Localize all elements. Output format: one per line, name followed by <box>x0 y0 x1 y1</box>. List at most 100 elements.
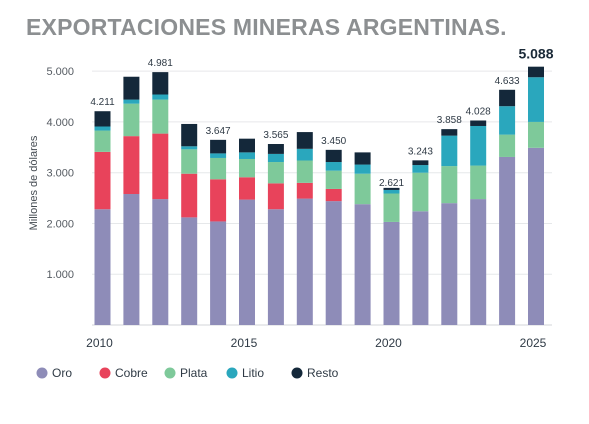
bar-segment-litio <box>210 153 227 158</box>
total-label: 5.088 <box>518 46 553 62</box>
bar-segment-cobre <box>210 179 227 222</box>
bar-segment-cobre <box>94 151 111 210</box>
bar-segment-oro <box>470 199 487 325</box>
bar-segment-plata <box>412 172 429 212</box>
legend-swatch-plata <box>164 367 176 379</box>
bar-segment-cobre <box>181 173 198 218</box>
legend-label-resto: Resto <box>307 366 339 380</box>
bar-segment-oro <box>354 204 371 325</box>
bar-segment-plata <box>470 165 487 200</box>
bar-segment-cobre <box>239 177 255 200</box>
bar-segment-resto <box>383 187 400 190</box>
bar-segment-litio <box>296 148 313 161</box>
bar-segment-resto <box>181 123 198 147</box>
bar-segment-oro <box>210 221 227 325</box>
bar-segment-cobre <box>267 183 284 210</box>
chart-title: EXPORTACIONES MINERAS ARGENTINAS. <box>26 14 507 40</box>
bar-segment-litio <box>94 126 111 131</box>
y-axis-label: Millones de dólares <box>28 135 40 230</box>
total-label: 4.981 <box>148 58 173 69</box>
legend-label-plata: Plata <box>180 366 208 380</box>
legend: Oro Cobre Plata Litio Resto <box>36 366 339 380</box>
x-tick-label: 2020 <box>375 336 402 350</box>
bar-segment-plata <box>325 170 342 189</box>
bar-segment-litio <box>383 189 400 194</box>
bar-segment-resto <box>470 120 487 126</box>
y-tick-label: 2.000 <box>46 218 74 230</box>
legend-swatch-resto <box>291 367 303 379</box>
bar-segment-plata <box>528 121 544 148</box>
bar-segment-plata <box>123 103 140 137</box>
bar-segment-resto <box>499 89 516 107</box>
bar-segment-resto <box>528 66 544 78</box>
bar-segment-plata <box>181 149 198 174</box>
legend-swatch-litio <box>226 367 238 379</box>
bar-segment-cobre <box>152 133 169 200</box>
x-tick-label: 2010 <box>86 336 113 350</box>
bar-segment-oro <box>412 211 429 325</box>
bar-segment-plata <box>296 160 313 183</box>
bar-segment-plata <box>441 166 458 204</box>
bar-segment-litio <box>152 94 169 100</box>
total-label: 4.633 <box>495 76 520 87</box>
y-tick-label: 4.000 <box>46 117 74 129</box>
bar-segment-oro <box>239 199 255 325</box>
total-label: 3.450 <box>321 136 346 147</box>
bars <box>94 66 544 325</box>
legend-label-oro: Oro <box>52 366 72 380</box>
bar-segment-oro <box>94 209 111 325</box>
legend-swatch-oro <box>36 367 48 379</box>
bar-segment-oro <box>383 221 400 325</box>
bar-segment-resto <box>152 72 169 95</box>
bar-segment-resto <box>441 129 458 136</box>
bar-segment-oro <box>267 209 284 325</box>
bar-segment-cobre <box>296 182 313 199</box>
bar-segment-resto <box>239 138 255 153</box>
total-label: 4.211 <box>90 97 115 108</box>
bar-segment-resto <box>296 132 313 149</box>
bar-segment-litio <box>325 162 342 171</box>
total-label: 3.243 <box>408 146 433 157</box>
bar-segment-litio <box>267 153 284 163</box>
total-label: 4.028 <box>466 107 491 118</box>
bar-segment-cobre <box>123 136 140 195</box>
bar-segment-litio <box>123 99 140 104</box>
bar-segment-plata <box>152 99 169 134</box>
total-labels: 4.211 4.981 3.647 3.565 3.450 2.621 3.243 3.858… <box>90 46 553 189</box>
y-tick-label: 5.000 <box>46 66 74 78</box>
bar-segment-oro <box>181 217 198 325</box>
x-tick-label: 2015 <box>231 336 258 350</box>
bar-segment-resto <box>412 160 429 166</box>
total-label: 2.621 <box>379 178 404 189</box>
bar-segment-litio <box>181 146 198 150</box>
bar-segment-oro <box>528 147 544 325</box>
bar-segment-plata <box>383 193 400 222</box>
bar-segment-litio <box>412 165 429 173</box>
bar-segment-resto <box>123 76 140 100</box>
bar-segment-litio <box>470 125 487 166</box>
bar-segment-litio <box>354 164 371 174</box>
x-tick-label: 2025 <box>520 336 547 350</box>
bar-segment-litio <box>528 77 544 122</box>
bar-segment-plata <box>499 134 516 157</box>
bar-segment-litio <box>441 135 458 167</box>
bar-segment-oro <box>152 199 169 325</box>
bar-segment-oro <box>296 198 313 325</box>
bar-segment-litio <box>499 106 516 135</box>
y-axis-ticks: 1.000 2.000 3.000 4.000 5.000 <box>46 66 74 281</box>
bar-segment-plata <box>239 158 255 178</box>
bar-segment-plata <box>267 162 284 184</box>
bar-segment-resto <box>354 152 371 165</box>
bar-segment-litio <box>239 152 255 159</box>
bar-segment-oro <box>123 194 140 325</box>
bar-segment-resto <box>94 111 111 127</box>
bar-segment-plata <box>210 157 227 180</box>
bar-segment-resto <box>267 144 284 154</box>
bar-segment-plata <box>354 173 371 205</box>
y-tick-label: 3.000 <box>46 168 74 180</box>
total-label: 3.858 <box>437 115 462 126</box>
bar-segment-resto <box>210 139 227 154</box>
y-tick-label: 1.000 <box>46 269 74 281</box>
legend-swatch-cobre <box>99 367 111 379</box>
